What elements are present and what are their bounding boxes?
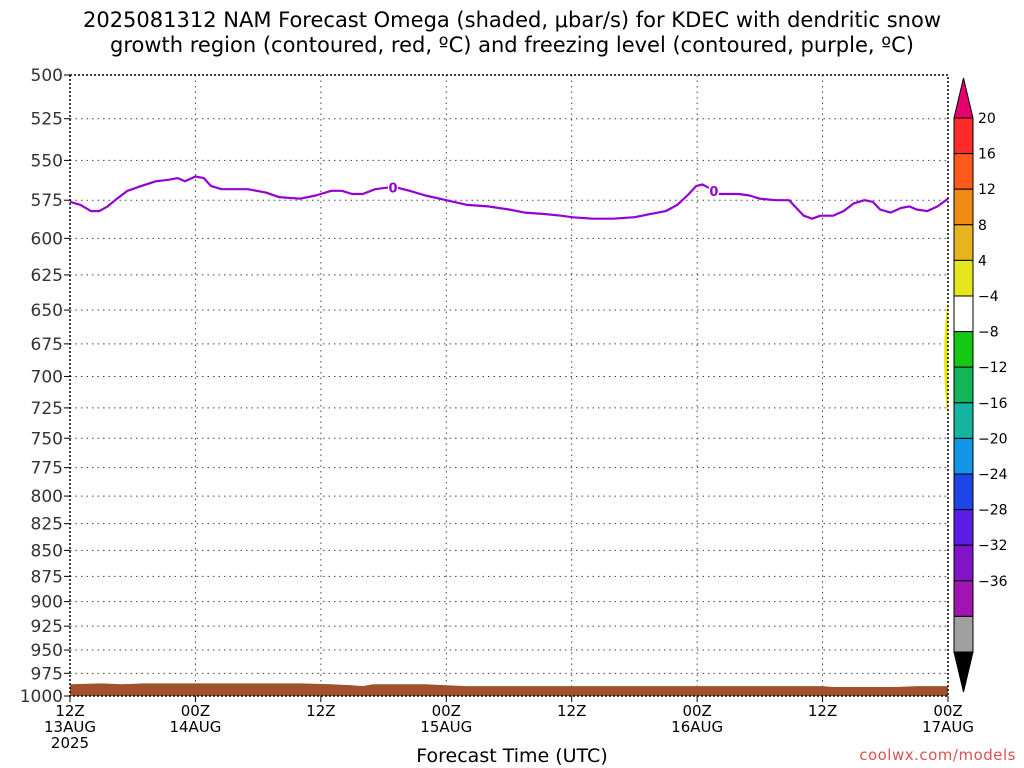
x-tick-label: 12Z xyxy=(808,702,837,720)
colorbar-swatch xyxy=(953,331,974,368)
freezing-level-line xyxy=(69,175,949,220)
y-tick-label: 1000 xyxy=(20,687,63,707)
x-tick-label: 00Z xyxy=(682,702,711,720)
x-tick-label: 12Z xyxy=(557,702,586,720)
x-tick-label: 2025 xyxy=(51,734,89,752)
colorbar-swatch xyxy=(953,580,974,617)
colorbar-label: 20 xyxy=(978,111,996,127)
colorbar-swatch xyxy=(953,153,974,190)
colorbar-label: −8 xyxy=(978,325,999,341)
y-tick-label: 975 xyxy=(31,664,63,684)
colorbar-label: −12 xyxy=(978,360,1008,376)
colorbar-arrow-bottom xyxy=(953,651,974,693)
colorbar-swatch xyxy=(953,295,974,333)
y-tick-label: 500 xyxy=(31,66,63,86)
chart-title-line2: growth region (contoured, red, ºC) and f… xyxy=(110,33,914,57)
colorbar-swatch xyxy=(953,117,974,155)
colorbar-label: −4 xyxy=(978,289,999,305)
x-tick-label: 00Z xyxy=(432,702,461,720)
omega-shading-area xyxy=(944,303,948,415)
x-tick-label: 16AUG xyxy=(671,718,723,736)
y-tick-label: 525 xyxy=(31,110,63,130)
colorbar-swatch xyxy=(953,615,974,653)
y-tick-label: 650 xyxy=(31,301,63,321)
x-tick-label: 17AUG xyxy=(922,718,974,736)
y-tick-label: 800 xyxy=(31,487,63,507)
colorbar-swatch xyxy=(953,473,974,511)
contour-label-bg xyxy=(387,179,398,195)
terrain-fill xyxy=(70,683,948,696)
y-tick-label: 700 xyxy=(31,367,63,387)
contour-label-bg xyxy=(708,183,719,199)
colorbar-swatch xyxy=(953,437,974,475)
x-tick-label: 14AUG xyxy=(169,718,221,736)
colorbar-swatch xyxy=(953,259,974,297)
colorbar-label: −24 xyxy=(978,467,1008,483)
chart-title-line1: 2025081312 NAM Forecast Omega (shaded, μ… xyxy=(82,8,942,32)
colorbar-arrow-top xyxy=(953,77,974,119)
y-tick-label: 750 xyxy=(31,429,63,449)
y-tick-label: 550 xyxy=(31,151,63,171)
colorbar-label: −20 xyxy=(978,431,1008,447)
x-tick-label: 13AUG xyxy=(44,718,96,736)
x-tick-label: 15AUG xyxy=(420,718,472,736)
y-tick-label: 850 xyxy=(31,541,63,561)
chart-title: 2025081312 NAM Forecast Omega (shaded, μ… xyxy=(0,8,1024,58)
y-tick-label: 775 xyxy=(31,459,63,479)
colorbar-label: 16 xyxy=(978,147,996,163)
colorbar-label: −16 xyxy=(978,396,1008,412)
colorbar-swatch xyxy=(953,366,974,404)
y-tick-label: 950 xyxy=(31,641,63,661)
plot-frame xyxy=(69,74,949,697)
colorbar-label: −28 xyxy=(978,503,1008,519)
colorbar-label: −32 xyxy=(978,538,1008,554)
colorbar-swatch xyxy=(953,509,974,546)
y-tick-label: 900 xyxy=(31,593,63,613)
y-tick-label: 725 xyxy=(31,399,63,419)
contour-label: 0 xyxy=(709,185,718,200)
colorbar-swatch xyxy=(953,402,974,439)
credit-text: coolwx.com/models xyxy=(859,746,1016,764)
y-tick-label: 875 xyxy=(31,567,63,587)
x-tick-label: 12Z xyxy=(55,702,84,720)
contour-label: 0 xyxy=(388,182,397,197)
colorbar-label: 4 xyxy=(978,253,987,269)
x-tick-label: 00Z xyxy=(181,702,210,720)
x-axis-label: Forecast Time (UTC) xyxy=(416,745,608,767)
y-tick-label: 825 xyxy=(31,515,63,535)
colorbar-swatch xyxy=(953,188,974,226)
colorbar-swatch xyxy=(953,544,974,582)
y-tick-label: 575 xyxy=(31,191,63,211)
colorbar-swatch xyxy=(953,224,974,261)
x-tick-label: 00Z xyxy=(933,702,962,720)
x-tick-label: 12Z xyxy=(306,702,335,720)
y-tick-label: 600 xyxy=(31,229,63,249)
y-tick-label: 625 xyxy=(31,266,63,286)
colorbar-label: −36 xyxy=(978,574,1008,590)
y-tick-label: 675 xyxy=(31,335,63,355)
y-tick-label: 925 xyxy=(31,617,63,637)
colorbar-label: 8 xyxy=(978,218,987,234)
colorbar-label: 12 xyxy=(978,182,996,198)
